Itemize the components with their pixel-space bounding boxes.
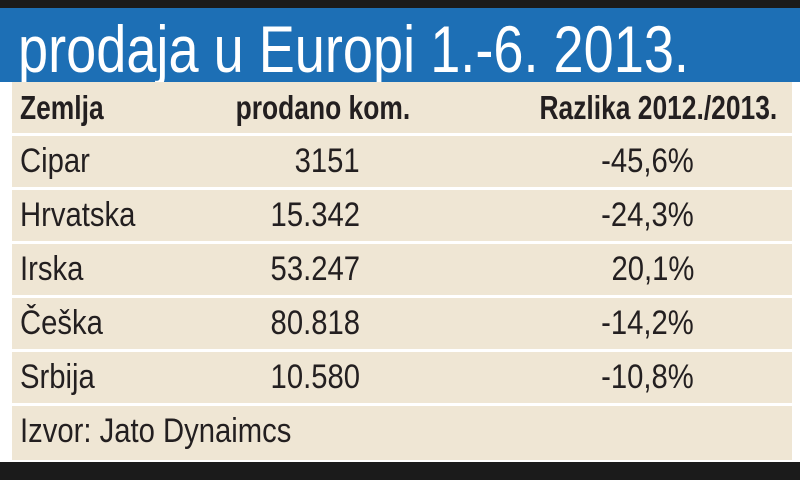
bottom-strip bbox=[0, 462, 800, 480]
cell: Irska bbox=[20, 250, 84, 288]
table-row: Cipar 3151 -45,6% bbox=[12, 136, 792, 190]
cell: Cipar bbox=[20, 142, 90, 180]
cell: Hrvatska bbox=[20, 196, 136, 234]
banner: prodaja u Europi 1.-6. 2013. bbox=[0, 8, 800, 86]
cell: 53.247 bbox=[270, 250, 360, 288]
cell: -14,2% bbox=[601, 304, 694, 342]
source: Izvor: Jato Dynaimcs bbox=[20, 412, 292, 450]
table-row: Češka 80.818 -14,2% bbox=[12, 298, 792, 352]
cell: -24,3% bbox=[601, 196, 694, 234]
header-row: Zemlja prodano kom. Razlika 2012./2013. bbox=[12, 82, 792, 136]
source-row: Izvor: Jato Dynaimcs bbox=[12, 406, 792, 457]
cell: 80.818 bbox=[270, 304, 360, 342]
cell: 20,1% bbox=[611, 250, 694, 288]
top-strip bbox=[0, 0, 800, 8]
cell: -45,6% bbox=[601, 142, 694, 180]
cell: Srbija bbox=[20, 358, 95, 396]
cell: 15.342 bbox=[270, 196, 360, 234]
column-header: prodano kom. bbox=[235, 89, 410, 126]
table: Zemlja prodano kom. Razlika 2012./2013. … bbox=[12, 82, 792, 460]
column-header: Razlika 2012./2013. bbox=[539, 89, 777, 126]
table-row: Srbija 10.580 -10,8% bbox=[12, 352, 792, 406]
table-row: Irska 53.247 20,1% bbox=[12, 244, 792, 298]
table-row: Hrvatska 15.342 -24,3% bbox=[12, 190, 792, 244]
column-header: Zemlja bbox=[20, 89, 104, 126]
cell: 3151 bbox=[294, 142, 360, 180]
cell: -10,8% bbox=[601, 358, 694, 396]
cell: Češka bbox=[20, 304, 103, 342]
cell: 10.580 bbox=[270, 358, 360, 396]
title: prodaja u Europi 1.-6. 2013. bbox=[18, 12, 689, 86]
